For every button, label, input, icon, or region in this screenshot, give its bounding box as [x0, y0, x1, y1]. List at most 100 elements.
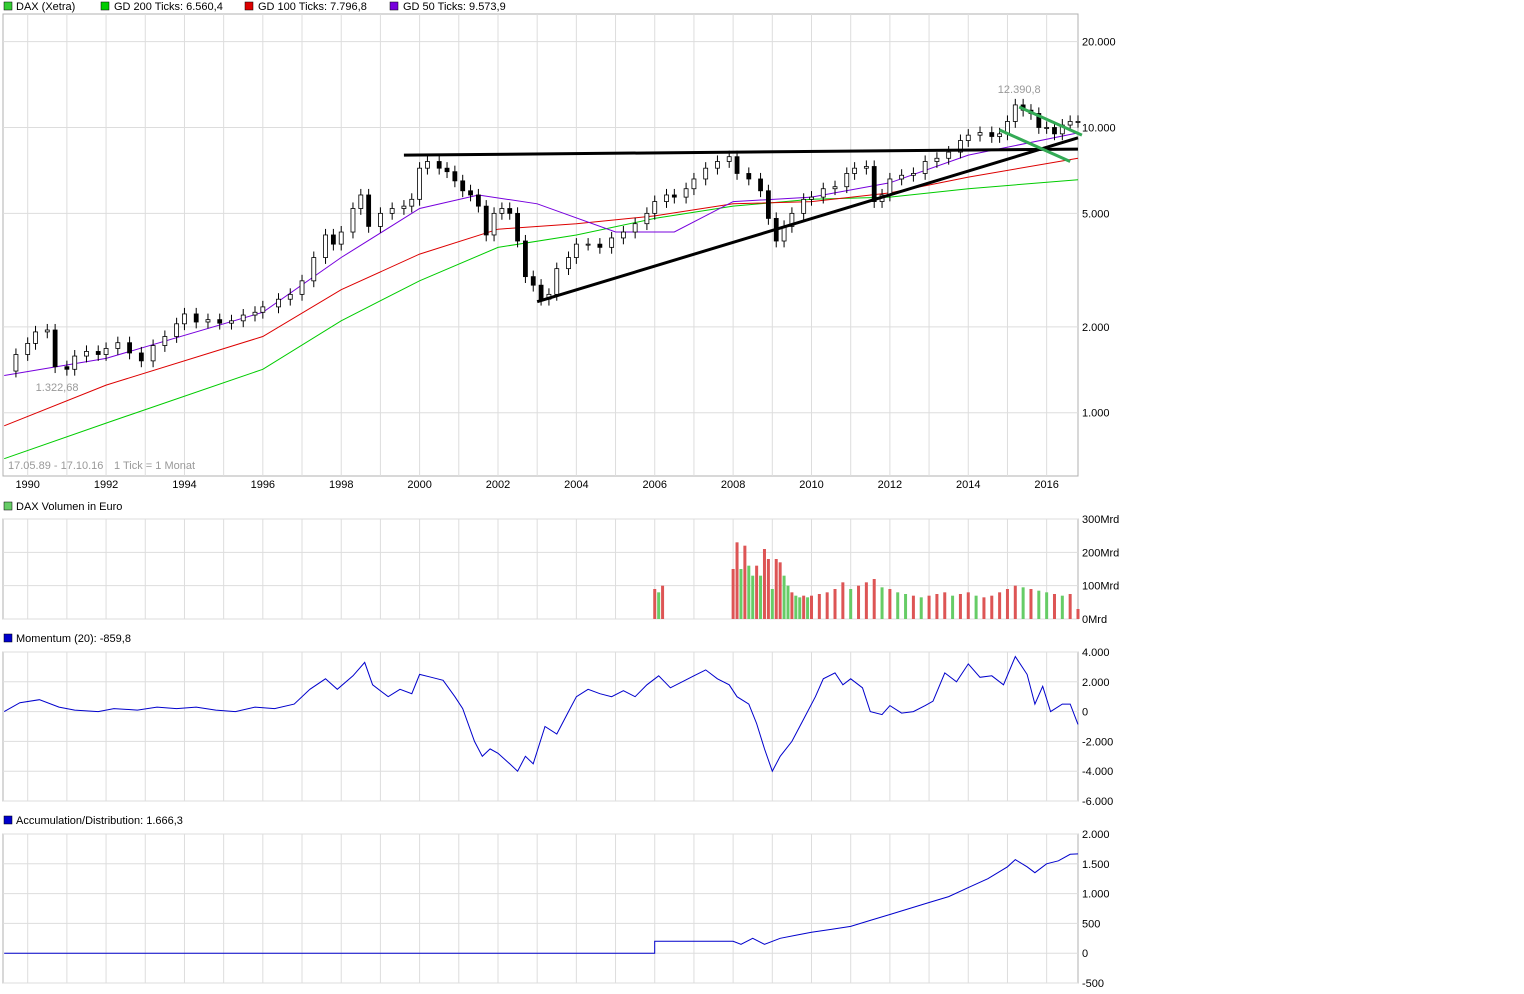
candle-body [64, 366, 70, 370]
volume-bar [1060, 595, 1064, 619]
volume-bar [1045, 592, 1049, 619]
volume-bar [927, 595, 931, 619]
trendline [1018, 105, 1083, 137]
candle-body [115, 342, 121, 349]
x-tick-label: 2004 [564, 479, 588, 491]
candle-body [703, 167, 709, 180]
candle-body [350, 208, 356, 233]
candle-body [366, 194, 372, 227]
y-tick-label: -2.000 [1082, 736, 1113, 748]
volume-bar [966, 592, 970, 619]
volume-bar [759, 575, 763, 619]
candle-body [538, 284, 544, 300]
candle-body [475, 194, 481, 207]
volume-bar [833, 589, 837, 619]
x-tick-label: 1994 [172, 479, 196, 491]
ad-line [4, 853, 1079, 954]
x-tick-label: 1992 [94, 479, 118, 491]
candle-body [127, 342, 132, 354]
volume-bar [951, 595, 955, 619]
volume-bar [810, 595, 814, 619]
volume-bar [806, 597, 810, 619]
volume-bar [919, 597, 923, 619]
volume-bar [888, 589, 892, 619]
volume-panel [2, 518, 1079, 620]
candle-body [452, 171, 458, 182]
candle-body [758, 178, 763, 192]
candle-body [409, 198, 415, 207]
x-tick-label: 2014 [956, 479, 980, 491]
candle-body [946, 151, 952, 159]
volume-bar [762, 549, 766, 619]
legend-swatch-gd100 [244, 1, 254, 11]
candle-body [103, 348, 109, 355]
x-tick-label: 2010 [799, 479, 823, 491]
candle-body [491, 212, 497, 236]
candle-body [801, 198, 807, 214]
volume-bar [958, 594, 962, 619]
candle-body [13, 354, 19, 372]
y-tick-label: 100Mrd [1082, 581, 1119, 593]
tick-note: 1 Tick = 1 Monat [114, 460, 195, 472]
y-tick-label: 2.000 [1082, 322, 1110, 334]
volume-bar [778, 562, 782, 619]
y-tick-label: 0 [1082, 948, 1088, 960]
volume-bar [864, 582, 868, 619]
volume-bar [790, 592, 794, 619]
candle-body [444, 167, 450, 173]
y-tick-label: -500 [1082, 978, 1104, 990]
candle-body [84, 351, 89, 357]
candle-body [1067, 121, 1073, 126]
trendline [536, 136, 1079, 304]
candle-body [1036, 113, 1042, 128]
candle-body [95, 351, 101, 355]
legend: DAX (Xetra) GD 200 Ticks: 6.560,4 GD 100… [3, 1, 506, 13]
momentum-panel [2, 651, 1079, 802]
volume-bar [982, 597, 986, 619]
volume-bar [1037, 590, 1041, 619]
trendline [999, 128, 1071, 163]
volume-bar [990, 595, 994, 619]
candle-body [425, 161, 430, 169]
candle-body [162, 336, 168, 346]
candle-body [726, 156, 732, 162]
volume-bar [735, 542, 739, 619]
x-tick-label: 2012 [878, 479, 902, 491]
volume-bar [817, 594, 821, 619]
candle-body [229, 320, 234, 324]
candle-body [671, 194, 677, 198]
volume-bar [653, 589, 657, 619]
candle-body [205, 319, 211, 323]
y-tick-label: -6.000 [1082, 796, 1113, 808]
candle-body [789, 212, 795, 227]
x-tick-label: 1996 [251, 479, 275, 491]
candle-body [311, 257, 317, 282]
candle-body [174, 323, 180, 337]
candle-body [507, 208, 513, 214]
candle-body [620, 231, 626, 239]
candle-body [871, 166, 877, 202]
candle-body [989, 132, 995, 137]
candle-body [573, 243, 579, 258]
candle-body [401, 205, 407, 209]
candle-body [530, 276, 536, 286]
y-tick-label: 20.000 [1082, 37, 1116, 49]
y-tick-label: 2.000 [1082, 677, 1110, 689]
candle-body [72, 355, 78, 370]
candle-body [358, 194, 364, 209]
candle-body [997, 133, 1003, 137]
volume-legend-swatch [3, 501, 13, 511]
volume-bar [1005, 589, 1009, 619]
volume-bar [904, 594, 908, 619]
candle-body [276, 298, 281, 308]
candle-body [910, 173, 916, 176]
y-tick-label: 10.000 [1082, 123, 1116, 135]
candle-body [287, 293, 293, 300]
volume-bar [751, 575, 755, 619]
candle-body [468, 190, 473, 196]
volume-bar [872, 579, 876, 619]
candle-body [138, 352, 144, 362]
candle-body [852, 167, 858, 174]
candle-body [1075, 121, 1081, 123]
